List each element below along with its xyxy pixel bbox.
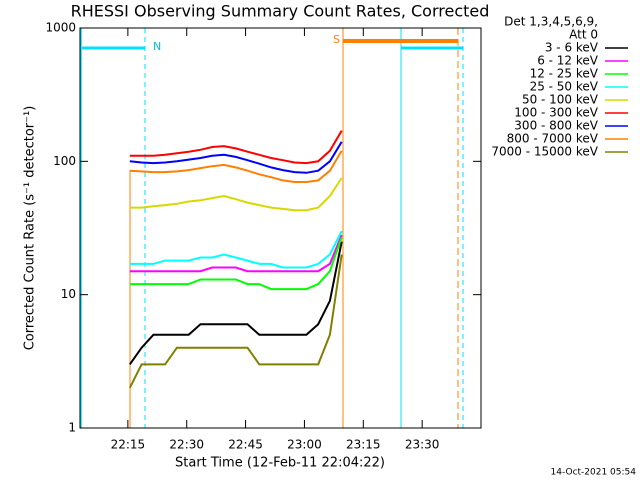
chart-title: RHESSI Observing Summary Count Rates, Co… xyxy=(71,2,490,21)
y-tick-label: 10 xyxy=(61,287,76,301)
x-axis-label: Start Time (12-Feb-11 22:04:22) xyxy=(175,456,385,471)
series-line xyxy=(129,130,343,165)
series-line xyxy=(129,230,343,269)
series-line xyxy=(129,234,343,273)
x-tick-label: 22:30 xyxy=(169,438,204,452)
legend-label: 6 - 12 keV xyxy=(537,54,599,68)
legend-label: 300 - 800 keV xyxy=(514,119,598,133)
x-tick-label: 23:30 xyxy=(405,438,440,452)
x-tick-label: 23:00 xyxy=(287,438,322,452)
plot-frame xyxy=(79,27,482,429)
x-tick-label: 22:15 xyxy=(111,438,146,452)
legend-label: 25 - 50 keV xyxy=(530,80,599,94)
marker-label: N xyxy=(153,40,161,53)
series-line xyxy=(129,236,343,291)
footer: 14-Oct-2021 05:54 xyxy=(551,468,637,478)
y-tick-label: 100 xyxy=(53,154,76,168)
legend-label: 50 - 100 keV xyxy=(522,93,599,107)
y-axis-label: Corrected Count Rate (s⁻¹ detector⁻¹) xyxy=(23,106,38,351)
legend-label: 3 - 6 keV xyxy=(545,41,599,55)
series-line xyxy=(128,254,343,389)
series-line xyxy=(129,177,343,212)
legend-label: 800 - 7000 keV xyxy=(507,132,599,146)
series-line xyxy=(129,141,343,174)
legend-title: Att 0 xyxy=(569,28,598,42)
legend-label: 100 - 300 keV xyxy=(514,106,598,120)
legend-label: 12 - 25 keV xyxy=(530,67,599,81)
x-tick-label: 23:15 xyxy=(346,438,381,452)
series-line xyxy=(129,150,343,183)
legend-title: Det 1,3,4,5,6,9, xyxy=(504,15,598,29)
series-line xyxy=(128,241,343,365)
legend-label: 7000 - 15000 keV xyxy=(491,145,598,159)
annotations: N S xyxy=(80,28,464,428)
y-tick-label: 1000 xyxy=(45,21,76,35)
y-tick-label: 1 xyxy=(68,421,76,435)
marker-label: S xyxy=(333,33,340,46)
x-tick-label: 22:45 xyxy=(228,438,263,452)
